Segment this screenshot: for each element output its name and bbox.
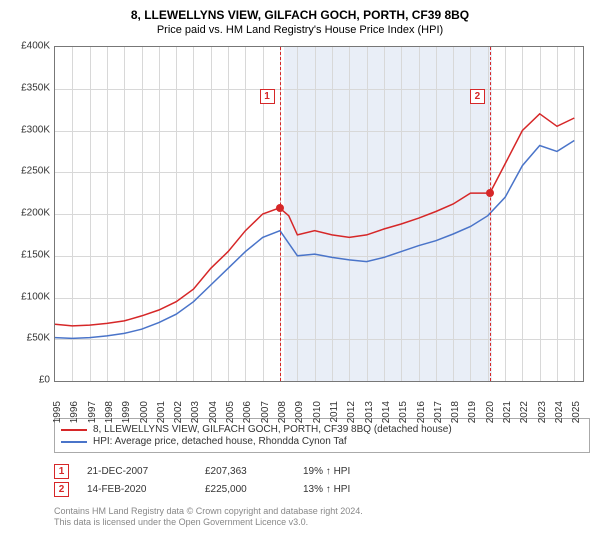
y-axis-label: £250K <box>10 166 50 177</box>
x-axis-label: 1998 <box>104 401 115 423</box>
footer: Contains HM Land Registry data © Crown c… <box>54 506 590 529</box>
x-axis-label: 1999 <box>121 401 132 423</box>
x-axis-label: 2018 <box>450 401 461 423</box>
x-axis-label: 1997 <box>87 401 98 423</box>
legend-label: 8, LLEWELLYNS VIEW, GILFACH GOCH, PORTH,… <box>93 424 452 435</box>
chart-container: 8, LLEWELLYNS VIEW, GILFACH GOCH, PORTH,… <box>0 0 600 560</box>
x-axis-label: 2015 <box>398 401 409 423</box>
sale-date: 14-FEB-2020 <box>87 484 187 495</box>
x-axis-label: 2025 <box>571 401 582 423</box>
x-axis-label: 2023 <box>537 401 548 423</box>
x-axis-label: 2020 <box>485 401 496 423</box>
y-axis-label: £300K <box>10 124 50 135</box>
footer-line: Contains HM Land Registry data © Crown c… <box>54 506 590 517</box>
x-axis-label: 2013 <box>364 401 375 423</box>
sale-pct: 19% ↑ HPI <box>303 466 393 477</box>
x-axis-label: 2019 <box>467 401 478 423</box>
plot-region: 12 <box>54 46 584 382</box>
x-axis-label: 2022 <box>519 401 530 423</box>
legend-label: HPI: Average price, detached house, Rhon… <box>93 436 347 447</box>
footer-line: This data is licensed under the Open Gov… <box>54 517 590 528</box>
x-axis-label: 2007 <box>260 401 271 423</box>
x-axis-label: 2010 <box>312 401 323 423</box>
x-axis-label: 2000 <box>139 401 150 423</box>
x-axis-label: 1996 <box>69 401 80 423</box>
page-subtitle: Price paid vs. HM Land Registry's House … <box>10 24 590 36</box>
sales-table: 1 21-DEC-2007 £207,363 19% ↑ HPI 2 14-FE… <box>54 461 590 500</box>
table-row: 1 21-DEC-2007 £207,363 19% ↑ HPI <box>54 464 590 479</box>
x-axis-label: 2002 <box>173 401 184 423</box>
y-axis-label: £350K <box>10 82 50 93</box>
sale-pct: 13% ↑ HPI <box>303 484 393 495</box>
legend-item: HPI: Average price, detached house, Rhon… <box>61 436 583 447</box>
x-axis-label: 1995 <box>52 401 63 423</box>
sale-marker-icon: 1 <box>54 464 69 479</box>
chart-area: 12 £0£50K£100K£150K£200K£250K£300K£350K£… <box>10 42 590 412</box>
sale-price: £225,000 <box>205 484 285 495</box>
series-hpi <box>55 141 574 339</box>
x-axis-label: 2014 <box>381 401 392 423</box>
x-axis-label: 2003 <box>190 401 201 423</box>
y-axis-label: £0 <box>10 375 50 386</box>
sale-dot <box>486 189 494 197</box>
x-axis-label: 2012 <box>346 401 357 423</box>
x-axis-label: 2004 <box>208 401 219 423</box>
page-title: 8, LLEWELLYNS VIEW, GILFACH GOCH, PORTH,… <box>10 8 590 22</box>
series-property <box>55 114 574 326</box>
y-axis-label: £50K <box>10 333 50 344</box>
x-axis-label: 2001 <box>156 401 167 423</box>
legend-item: 8, LLEWELLYNS VIEW, GILFACH GOCH, PORTH,… <box>61 424 583 435</box>
x-axis-label: 2006 <box>242 401 253 423</box>
x-axis-label: 2011 <box>329 401 340 423</box>
y-axis-label: £100K <box>10 291 50 302</box>
sale-marker-icon: 1 <box>260 89 275 104</box>
sale-marker-icon: 2 <box>470 89 485 104</box>
legend: 8, LLEWELLYNS VIEW, GILFACH GOCH, PORTH,… <box>54 418 590 453</box>
x-axis-label: 2005 <box>225 401 236 423</box>
legend-swatch <box>61 441 87 443</box>
table-row: 2 14-FEB-2020 £225,000 13% ↑ HPI <box>54 482 590 497</box>
x-axis-label: 2017 <box>433 401 444 423</box>
sale-marker-icon: 2 <box>54 482 69 497</box>
sale-vline <box>280 47 281 381</box>
x-axis-label: 2024 <box>554 401 565 423</box>
line-layer <box>55 47 583 381</box>
y-axis-label: £200K <box>10 208 50 219</box>
sale-date: 21-DEC-2007 <box>87 466 187 477</box>
x-axis-label: 2021 <box>502 401 513 423</box>
x-axis-label: 2008 <box>277 401 288 423</box>
x-axis-label: 2016 <box>416 401 427 423</box>
legend-swatch <box>61 429 87 431</box>
sale-dot <box>276 204 284 212</box>
sale-price: £207,363 <box>205 466 285 477</box>
y-axis-label: £150K <box>10 249 50 260</box>
y-axis-label: £400K <box>10 41 50 52</box>
sale-vline <box>490 47 491 381</box>
x-axis-label: 2009 <box>294 401 305 423</box>
